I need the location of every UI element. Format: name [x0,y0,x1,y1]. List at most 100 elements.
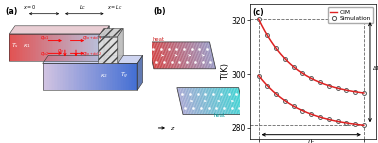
Polygon shape [63,34,64,61]
Polygon shape [208,88,215,115]
Polygon shape [211,88,218,115]
Polygon shape [38,34,39,61]
Polygon shape [205,42,212,69]
Polygon shape [175,42,183,69]
Polygon shape [123,63,124,90]
Polygon shape [161,42,169,69]
Polygon shape [91,63,93,90]
Polygon shape [132,63,134,90]
Polygon shape [195,42,203,69]
Polygon shape [220,88,228,115]
Polygon shape [180,88,187,115]
Text: $L_C$: $L_C$ [307,138,316,143]
Text: $\kappa_1$: $\kappa_1$ [23,42,31,50]
Polygon shape [25,34,26,61]
Polygon shape [83,34,85,61]
Polygon shape [197,88,204,115]
Polygon shape [101,63,102,90]
Polygon shape [85,63,87,90]
Polygon shape [187,88,195,115]
Polygon shape [203,42,211,69]
Simulation [344,89,349,91]
Polygon shape [149,42,157,69]
Polygon shape [152,42,160,69]
Polygon shape [22,34,23,61]
Text: $T_s$: $T_s$ [11,41,19,50]
Polygon shape [23,34,25,61]
Simulation [335,87,340,89]
Polygon shape [82,34,83,61]
Polygon shape [47,63,49,90]
Polygon shape [87,63,88,90]
Polygon shape [180,42,188,69]
Polygon shape [50,34,52,61]
Polygon shape [115,63,117,90]
Simulation [265,35,270,36]
Text: (c): (c) [253,8,264,17]
Polygon shape [98,63,99,90]
Simulation [274,48,279,49]
Polygon shape [102,63,104,90]
Polygon shape [223,88,231,115]
Polygon shape [49,63,51,90]
Polygon shape [183,42,191,69]
Polygon shape [43,55,143,63]
CIM [362,92,366,94]
Polygon shape [76,63,77,90]
CIM [319,82,324,84]
Text: $q_{(x+dx)2}$: $q_{(x+dx)2}$ [82,50,102,58]
Simulation [291,66,296,68]
Polygon shape [58,63,60,90]
Polygon shape [209,88,217,115]
Polygon shape [73,63,74,90]
Polygon shape [17,34,19,61]
Simulation [353,91,357,93]
Polygon shape [182,42,189,69]
Polygon shape [49,34,50,61]
Legend: CIM, Simulation: CIM, Simulation [328,7,373,23]
Polygon shape [200,88,208,115]
Polygon shape [9,34,11,61]
Polygon shape [70,63,71,90]
Polygon shape [120,63,121,90]
Polygon shape [77,63,79,90]
Polygon shape [194,88,201,115]
Polygon shape [31,34,33,61]
Line: Simulation: Simulation [257,17,366,95]
Polygon shape [64,34,66,61]
Polygon shape [188,42,195,69]
Polygon shape [194,42,202,69]
Polygon shape [65,63,66,90]
Polygon shape [88,34,90,61]
Polygon shape [232,88,240,115]
Polygon shape [118,28,123,63]
Polygon shape [9,26,109,34]
Polygon shape [228,88,235,115]
Polygon shape [171,42,178,69]
Polygon shape [157,42,165,69]
Polygon shape [177,88,184,115]
Polygon shape [81,63,82,90]
Polygon shape [189,88,197,115]
Polygon shape [57,63,58,90]
Polygon shape [128,63,129,90]
CIM [319,82,323,84]
CIM [257,19,261,21]
Text: $x=L_C$: $x=L_C$ [107,3,123,12]
Polygon shape [124,63,126,90]
Polygon shape [218,88,226,115]
Polygon shape [195,88,203,115]
Polygon shape [217,88,225,115]
Text: heat: heat [214,113,226,118]
Polygon shape [174,42,182,69]
Polygon shape [69,34,71,61]
Polygon shape [60,34,61,61]
Polygon shape [160,42,168,69]
Polygon shape [163,42,171,69]
Polygon shape [199,42,206,69]
Polygon shape [229,88,237,115]
Polygon shape [62,63,63,90]
Polygon shape [41,34,42,61]
Polygon shape [192,42,200,69]
Polygon shape [185,42,192,69]
